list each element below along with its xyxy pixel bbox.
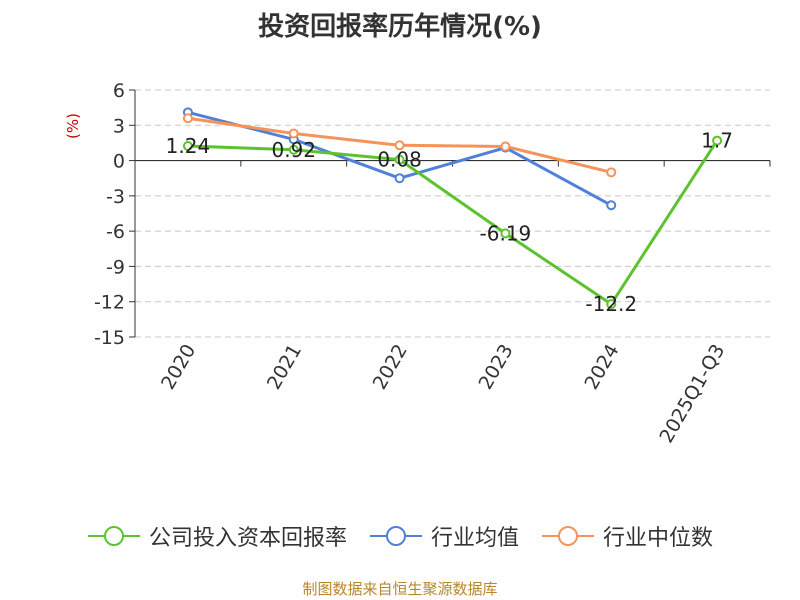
y-tick-label: 3 <box>113 115 125 137</box>
legend-marker-icon <box>369 526 422 546</box>
data-point <box>182 140 193 151</box>
data-point <box>712 135 723 146</box>
data-label: 0.08 <box>377 148 422 172</box>
data-point <box>500 141 511 152</box>
data-label: 0.92 <box>271 138 316 162</box>
data-point <box>606 167 617 178</box>
x-tick-label: 2023 <box>475 341 518 394</box>
x-tick-label: 2024 <box>580 341 623 394</box>
legend-marker-icon <box>542 526 594 546</box>
data-point <box>606 200 617 211</box>
x-tick-label: 2020 <box>157 341 200 394</box>
data-point <box>182 113 193 124</box>
data-point <box>394 140 405 151</box>
x-tick-label: 2025Q1-Q3 <box>655 341 729 447</box>
y-tick-label: -15 <box>94 327 125 349</box>
y-tick-label: -3 <box>106 186 125 208</box>
y-tick-label: -12 <box>94 292 125 314</box>
data-labels: 1.24 0.92 0.08 -6.19 -12.2 1.7 <box>166 129 733 316</box>
data-point <box>288 144 299 155</box>
series-lines <box>182 107 723 310</box>
chart-title: 投资回报率历年情况(%) <box>258 12 542 42</box>
y-tick-label: -9 <box>106 256 125 278</box>
legend-item[interactable]: 行业中位数 <box>541 520 713 552</box>
data-source-note: 制图数据来自恒生聚源数据库 <box>302 580 498 598</box>
legend-marker-icon <box>87 526 140 546</box>
data-point <box>606 299 617 310</box>
y-tick-label: -6 <box>106 221 125 243</box>
grid-lines <box>135 89 770 338</box>
y-tick-label: 6 <box>113 80 125 102</box>
y-tick-label: 0 <box>113 151 125 173</box>
x-tick-label: 2022 <box>369 341 412 394</box>
legend-label: 公司投入资本回报率 <box>148 526 347 551</box>
data-point <box>288 128 299 139</box>
series-line <box>187 139 719 306</box>
data-label: 1.24 <box>166 134 211 158</box>
y-axis-unit: (%) <box>64 113 82 139</box>
data-label: -6.19 <box>480 221 532 245</box>
data-label: -12.2 <box>585 292 637 316</box>
legend-item[interactable]: 行业均值 <box>369 520 519 552</box>
x-tick-label: 2021 <box>263 341 306 394</box>
legend-label: 行业均值 <box>430 526 519 551</box>
data-point <box>394 154 405 165</box>
data-label: 1.7 <box>701 129 733 153</box>
legend-item[interactable]: 公司投入资本回报率 <box>87 520 347 552</box>
data-point <box>500 228 511 239</box>
legend: 公司投入资本回报率 行业均值 行业中位数 <box>0 520 800 552</box>
legend-label: 行业中位数 <box>603 526 714 551</box>
data-point <box>394 173 405 184</box>
